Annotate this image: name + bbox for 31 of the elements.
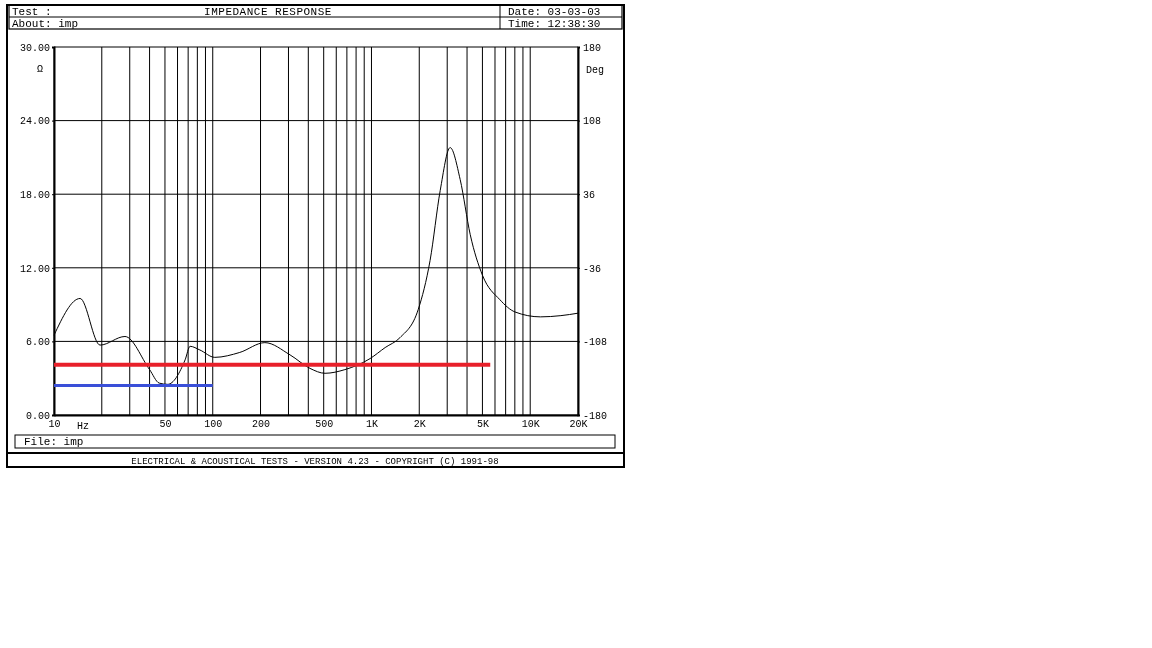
y2-tick-label: 36 — [583, 189, 596, 201]
y2-tick-label: -36 — [583, 263, 602, 275]
x-tick-label: 2K — [413, 419, 426, 431]
x-tick-label: 50 — [159, 419, 172, 431]
text: Date: 03-03-03 — [508, 6, 601, 18]
x-axis-title: Hz — [76, 421, 90, 432]
x-tick-label: 500 — [315, 419, 334, 431]
y2-tick-label: -108 — [583, 337, 608, 349]
y2-axis-title: Deg — [585, 65, 605, 76]
x-tick-label: 20K — [569, 419, 588, 431]
x-tick-label: 100 — [204, 419, 223, 431]
x-tick-label: 10K — [521, 419, 540, 431]
y-tick-label: 30.00 — [19, 42, 50, 54]
y-tick-label: 24.00 — [19, 116, 50, 128]
y-tick-label: 6.00 — [25, 337, 50, 349]
text: File: imp — [24, 436, 84, 448]
y-tick-label: 18.00 — [19, 189, 50, 201]
text: ELECTRICAL & ACOUSTICAL TESTS - VERSION 4.23 - COPYRIGHT (C) 1991-98 — [131, 457, 499, 467]
text: Time: 12:38:30 — [508, 18, 601, 30]
text: About: imp — [12, 18, 79, 30]
y2-tick-label: 180 — [583, 42, 602, 54]
y-axis-title: Ω — [36, 64, 44, 75]
x-tick-label: 1K — [365, 419, 378, 431]
chart-title: IMPEDANCE RESPONSE — [204, 6, 332, 18]
x-tick-label: 5K — [476, 419, 489, 431]
x-tick-label: 200 — [252, 419, 271, 431]
x-tick-label: 10 — [48, 419, 61, 431]
y-tick-label: 12.00 — [19, 263, 50, 275]
y2-tick-label: 108 — [583, 116, 602, 128]
y-tick-label: 0.00 — [25, 410, 50, 422]
text: Test : — [12, 6, 52, 18]
